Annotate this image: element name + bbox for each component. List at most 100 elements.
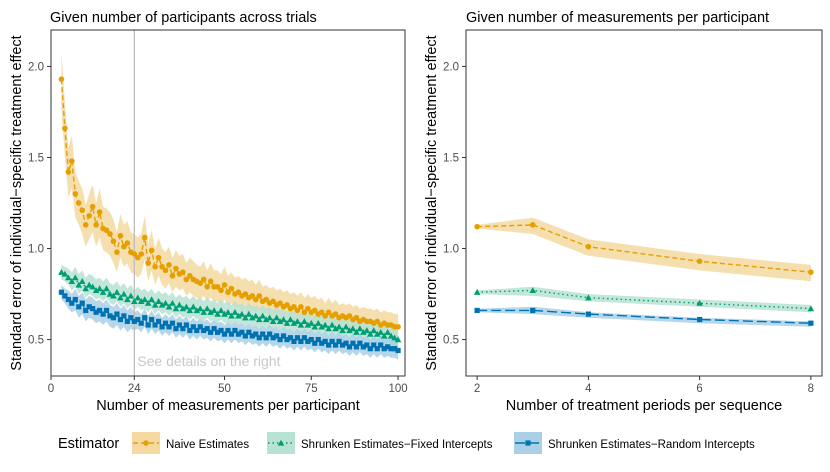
data-point-random xyxy=(322,338,328,344)
data-point-fixed xyxy=(75,281,83,288)
data-point-naive xyxy=(218,287,224,294)
data-point-fixed xyxy=(377,328,385,335)
data-point-random xyxy=(391,346,398,352)
data-point-naive xyxy=(79,207,86,214)
data-point-random xyxy=(121,313,127,319)
data-point-fixed xyxy=(807,305,815,312)
data-point-naive xyxy=(249,293,256,299)
data-point-random xyxy=(197,324,203,330)
data-point-naive xyxy=(242,291,249,297)
y-tick-label: 1.5 xyxy=(28,152,44,164)
data-point-naive xyxy=(152,263,158,270)
data-point-fixed xyxy=(71,274,79,281)
data-point-fixed xyxy=(585,294,592,301)
data-point-fixed xyxy=(172,305,180,312)
data-point-fixed xyxy=(387,332,395,339)
data-point-naive xyxy=(114,249,120,255)
data-point-random xyxy=(114,311,120,317)
legend: Naive Estimates Shrunken Estimates−Fixed … xyxy=(132,432,755,454)
data-point-random xyxy=(96,307,103,314)
data-point-fixed xyxy=(193,307,201,314)
data-point-fixed xyxy=(696,299,703,306)
data-point-naive xyxy=(294,307,301,314)
data-point-fixed xyxy=(137,298,145,304)
data-point-naive xyxy=(353,314,360,321)
data-point-fixed xyxy=(58,268,65,275)
x-tick-label: 24 xyxy=(128,383,141,395)
data-point-random xyxy=(218,327,224,334)
data-point-fixed xyxy=(301,318,308,325)
data-point-fixed xyxy=(287,316,294,323)
vline-annotation: See details on the right xyxy=(137,353,280,369)
data-point-fixed xyxy=(155,298,162,304)
data-point-fixed xyxy=(325,325,332,332)
series-line-fixed-right xyxy=(477,289,811,310)
legend-title: Estimator xyxy=(58,436,119,452)
data-point-fixed xyxy=(158,301,166,308)
data-point-fixed xyxy=(134,294,142,301)
data-point-fixed xyxy=(231,308,239,315)
data-point-fixed xyxy=(248,314,256,321)
data-point-fixed xyxy=(529,287,537,294)
data-point-random xyxy=(128,315,134,321)
panel-right: 0.5 1.0 1.5 2.0 2 4 6 8 Number of treatment peri… xyxy=(424,29,823,414)
data-point-fixed xyxy=(120,290,128,297)
data-point-naive xyxy=(311,307,318,314)
data-point-naive xyxy=(117,232,124,239)
data-point-naive xyxy=(301,309,308,316)
data-point-fixed xyxy=(242,314,249,321)
x-axis-label-right: Number of treatment periods per sequence xyxy=(506,398,782,414)
data-point-fixed xyxy=(370,327,378,334)
data-point-fixed xyxy=(200,308,208,315)
data-point-random xyxy=(367,346,373,352)
y-tick-label: 1.5 xyxy=(443,152,459,164)
data-point-fixed xyxy=(394,336,402,343)
data-point-fixed xyxy=(141,296,149,303)
data-point-random xyxy=(343,340,349,346)
data-point-naive xyxy=(474,223,480,230)
legend-label-fixed: Shrunken Estimates−Fixed Intercepts xyxy=(301,439,493,451)
data-point-random xyxy=(93,309,99,315)
y-tick-label: 0.5 xyxy=(28,335,44,347)
data-point-fixed xyxy=(356,325,364,332)
data-point-random xyxy=(159,324,165,330)
data-point-fixed xyxy=(186,307,194,314)
data-point-random xyxy=(62,293,68,299)
x-tick-label: 2 xyxy=(474,383,480,395)
x-tick-label: 0 xyxy=(48,383,54,395)
data-point-fixed xyxy=(130,298,138,304)
data-point-fixed xyxy=(183,303,190,310)
x-tick-label: 6 xyxy=(696,383,702,395)
data-point-fixed xyxy=(144,299,152,306)
y-tick-label: 2.0 xyxy=(443,61,459,73)
data-point-fixed xyxy=(235,312,242,319)
data-point-fixed xyxy=(113,288,121,295)
data-point-fixed xyxy=(391,334,398,341)
data-point-naive xyxy=(808,269,814,276)
data-point-fixed xyxy=(332,325,339,332)
data-point-fixed xyxy=(85,281,93,288)
data-point-random xyxy=(214,329,221,335)
data-point-naive xyxy=(162,267,169,274)
data-point-random xyxy=(228,331,235,337)
data-point-fixed xyxy=(61,270,69,277)
data-point-random xyxy=(145,322,151,328)
data-point-random xyxy=(86,304,92,310)
data-point-random xyxy=(395,347,401,354)
data-point-fixed xyxy=(176,301,183,308)
data-point-naive xyxy=(235,289,242,296)
data-point-random xyxy=(176,322,183,328)
y-axis-label-left: Standard error of individual−specific tr… xyxy=(9,35,25,370)
data-point-random xyxy=(138,320,144,326)
data-point-naive xyxy=(103,227,110,234)
data-point-random xyxy=(110,315,117,321)
data-point-fixed xyxy=(255,316,263,323)
data-point-random xyxy=(388,346,394,352)
data-point-random xyxy=(124,318,130,324)
data-point-random xyxy=(103,307,110,314)
x-tick-label: 100 xyxy=(388,383,407,395)
data-point-fixed xyxy=(89,283,96,290)
data-point-fixed xyxy=(96,285,103,292)
data-point-random xyxy=(329,338,335,344)
data-point-naive xyxy=(332,311,339,317)
